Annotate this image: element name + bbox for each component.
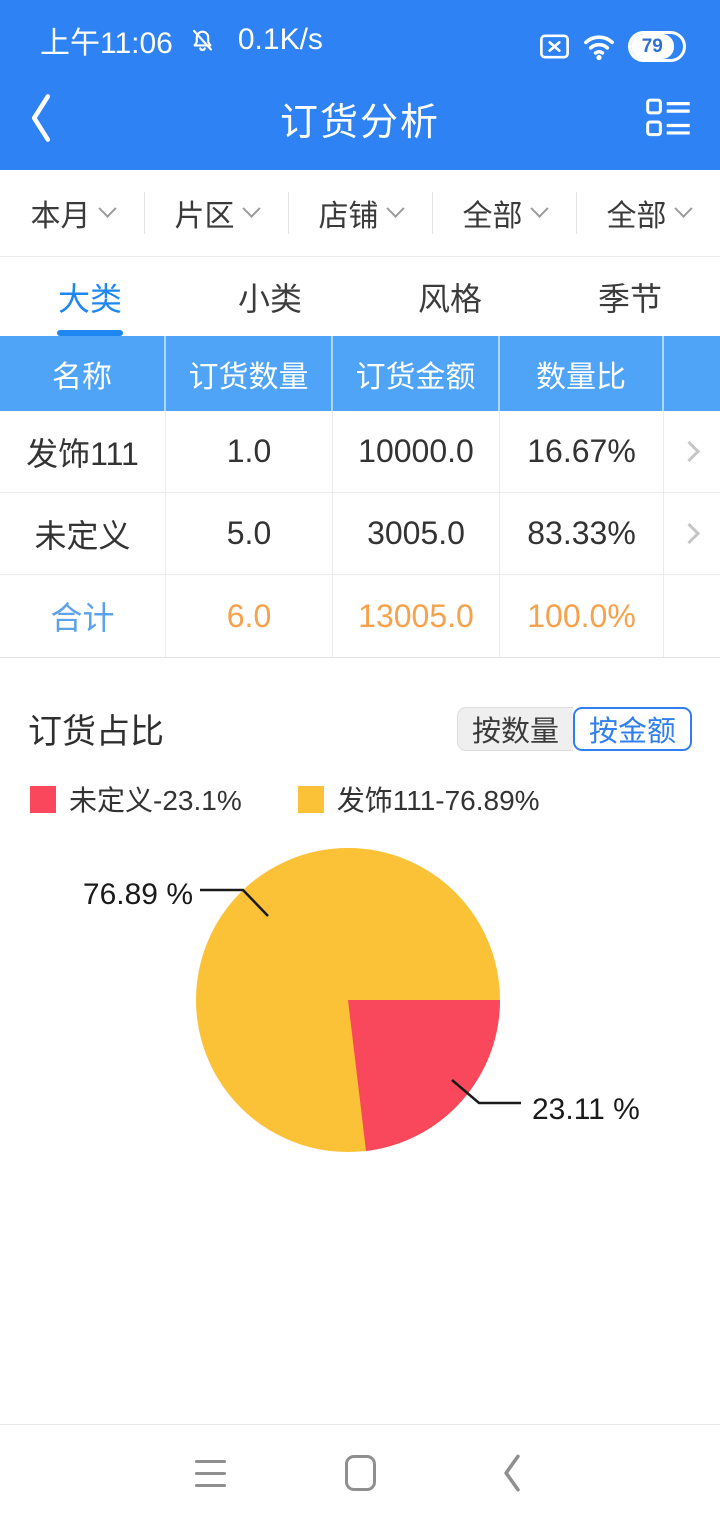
tab-major-category[interactable]: 大类 (0, 257, 180, 336)
nav-back-icon (504, 1454, 520, 1492)
home-icon (344, 1455, 376, 1491)
filter-all-2[interactable]: 全部 (576, 170, 720, 256)
chevron-down-icon (241, 198, 261, 218)
back-button[interactable] (28, 90, 76, 146)
chevron-down-icon (385, 198, 405, 218)
header-amount: 订货金额 (333, 336, 500, 411)
clock-text: 上午11:06 (40, 27, 173, 60)
filter-region[interactable]: 片区 (144, 170, 288, 256)
filter-store[interactable]: 店铺 (288, 170, 432, 256)
order-table: 名称 订货数量 订货金额 数量比 发饰111 1.0 10000.0 16.67… (0, 336, 720, 658)
tab-season[interactable]: 季节 (597, 280, 662, 317)
system-nav-bar (0, 1424, 720, 1520)
wifi-icon (584, 35, 614, 61)
category-tabs: 大类 小类 风格 季节 (0, 257, 720, 336)
chevron-down-icon (673, 198, 693, 218)
by-quantity-button[interactable]: 按数量 (456, 706, 573, 751)
header-quantity-ratio: 数量比 (500, 336, 664, 411)
nav-back-button[interactable] (482, 1425, 542, 1520)
pie-legend: 未定义-23.1% 发饰111-76.89% (0, 779, 720, 819)
legend-item-hair-accessory[interactable]: 发饰111-76.89% (297, 779, 540, 819)
chevron-down-icon (529, 198, 549, 218)
proportion-section-header: 订货占比 按数量 按金额 (0, 704, 720, 753)
chevron-left-icon (31, 94, 51, 142)
network-speed-text: 0.1K/s (237, 23, 323, 56)
pie-mode-toggle: 按数量 按金额 (456, 706, 692, 751)
pie-chart: 76.89 % 23.11 % (0, 833, 720, 1195)
label-leader-line (451, 1079, 521, 1105)
legend-item-undefined[interactable]: 未定义-23.1% (30, 779, 242, 819)
home-button[interactable] (330, 1425, 390, 1520)
filter-all-1[interactable]: 全部 (432, 170, 576, 256)
chevron-right-icon[interactable] (678, 440, 700, 463)
recents-icon (194, 1459, 226, 1487)
table-header-row: 名称 订货数量 订货金额 数量比 (0, 336, 720, 411)
page-title: 订货分析 (279, 101, 440, 144)
legend-swatch-yellow (297, 785, 324, 813)
detail-list-button[interactable] (646, 98, 692, 138)
detail-list-icon (646, 98, 690, 137)
section-title: 订货占比 (28, 713, 164, 751)
recents-button[interactable] (180, 1425, 240, 1520)
status-bar: 上午11:06 0.1K/s (0, 0, 720, 66)
header-name: 名称 (0, 336, 166, 411)
filter-period[interactable]: 本月 (0, 170, 144, 256)
header-quantity: 订货数量 (166, 336, 333, 411)
pie-label-red: 23.11 % (532, 1093, 640, 1126)
pie-chart-svg: 76.89 % 23.11 % (83, 848, 640, 1152)
battery-icon: 79 (628, 31, 686, 62)
filter-bar: 本月 片区 店铺 全部 全部 (0, 170, 720, 257)
chevron-right-icon[interactable] (678, 522, 700, 545)
muted-bell-icon (192, 29, 212, 51)
label-leader-line (200, 888, 269, 917)
table-total-row: 合计 6.0 13005.0 100.0% (0, 575, 720, 658)
app-bar: 订货分析 (0, 66, 720, 170)
no-sim-icon (540, 34, 569, 59)
tab-minor-category[interactable]: 小类 (237, 280, 302, 317)
header-empty (664, 336, 720, 411)
legend-swatch-red (30, 785, 56, 813)
battery-level-text: 79 (641, 35, 663, 57)
top-blue-block: 上午11:06 0.1K/s (0, 0, 720, 170)
table-row[interactable]: 未定义 5.0 3005.0 83.33% (0, 493, 720, 575)
pie-slice-undefined[interactable] (348, 1000, 501, 1151)
pie-label-yellow: 76.89 % (83, 878, 193, 911)
by-amount-button[interactable]: 按金额 (572, 706, 692, 751)
table-row[interactable]: 发饰111 1.0 10000.0 16.67% (0, 411, 720, 493)
tab-style[interactable]: 风格 (417, 280, 482, 317)
chevron-down-icon (97, 198, 117, 218)
